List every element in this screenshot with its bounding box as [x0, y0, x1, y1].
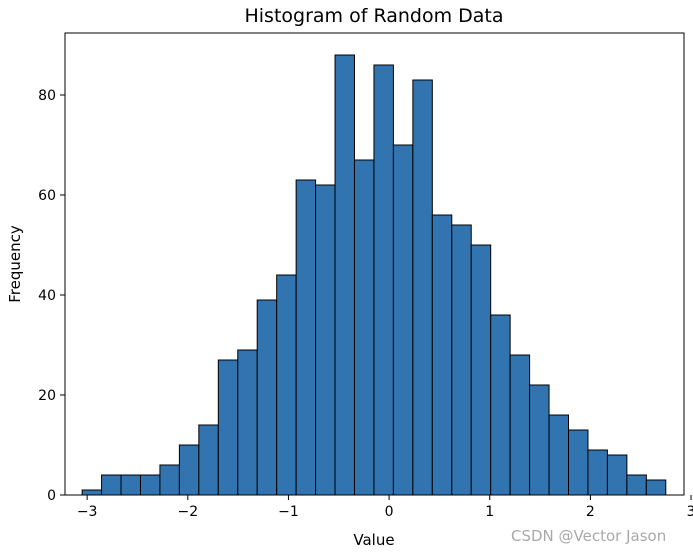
y-tick-label: 60 — [38, 188, 56, 204]
histogram-bar — [334, 54, 355, 496]
histogram-bar — [81, 489, 103, 496]
histogram-bar — [509, 354, 531, 496]
histogram-bar — [159, 464, 180, 496]
histogram-bar — [276, 274, 297, 496]
histogram-bar — [548, 414, 570, 496]
x-tick-label: 3 — [687, 504, 693, 520]
watermark: CSDN @Vector Jason — [511, 527, 667, 545]
y-tick-label: 80 — [38, 88, 56, 104]
x-tick-label: −2 — [177, 504, 198, 520]
histogram-bar — [529, 384, 550, 496]
x-tick-label: 0 — [385, 504, 394, 520]
histogram-bar — [392, 144, 414, 496]
histogram-bar — [353, 159, 375, 496]
histogram-bar — [490, 314, 511, 496]
histogram-bar — [606, 454, 628, 496]
histogram-bar — [373, 64, 394, 496]
histogram-bar — [626, 474, 647, 496]
y-tick-label: 20 — [38, 388, 56, 404]
histogram-bar — [198, 424, 219, 496]
y-axis-ticks: 0 20 40 60 80 — [38, 88, 65, 504]
histogram-bar — [587, 449, 608, 496]
histogram-bar — [315, 184, 336, 496]
histogram-bar — [101, 474, 122, 496]
chart-title: Histogram of Random Data — [244, 5, 503, 27]
histogram-bar — [470, 244, 492, 496]
histogram-bar — [237, 349, 258, 496]
histogram-bar — [431, 214, 453, 496]
histogram-bar — [568, 429, 589, 496]
histogram-bar — [217, 359, 239, 496]
bars-group — [81, 54, 667, 496]
histogram-bar — [139, 474, 161, 496]
y-tick-label: 40 — [38, 288, 56, 304]
histogram-bar — [645, 479, 667, 496]
x-tick-label: 2 — [586, 504, 595, 520]
histogram-bar — [412, 79, 433, 496]
x-tick-label: −3 — [77, 504, 98, 520]
x-axis-ticks: −3 −2 −1 0 1 2 3 — [77, 495, 693, 520]
histogram-bar — [256, 299, 278, 496]
histogram-bar — [178, 444, 200, 496]
histogram-bar — [120, 474, 141, 496]
histogram-bar — [451, 224, 472, 496]
y-tick-label: 0 — [47, 488, 56, 504]
x-tick-label: 1 — [485, 504, 494, 520]
plot-frame — [64, 32, 685, 496]
x-tick-label: −1 — [278, 504, 299, 520]
histogram-bar — [295, 179, 317, 496]
y-axis-label: Frequency — [6, 225, 24, 303]
x-axis-label: Value — [353, 531, 394, 549]
